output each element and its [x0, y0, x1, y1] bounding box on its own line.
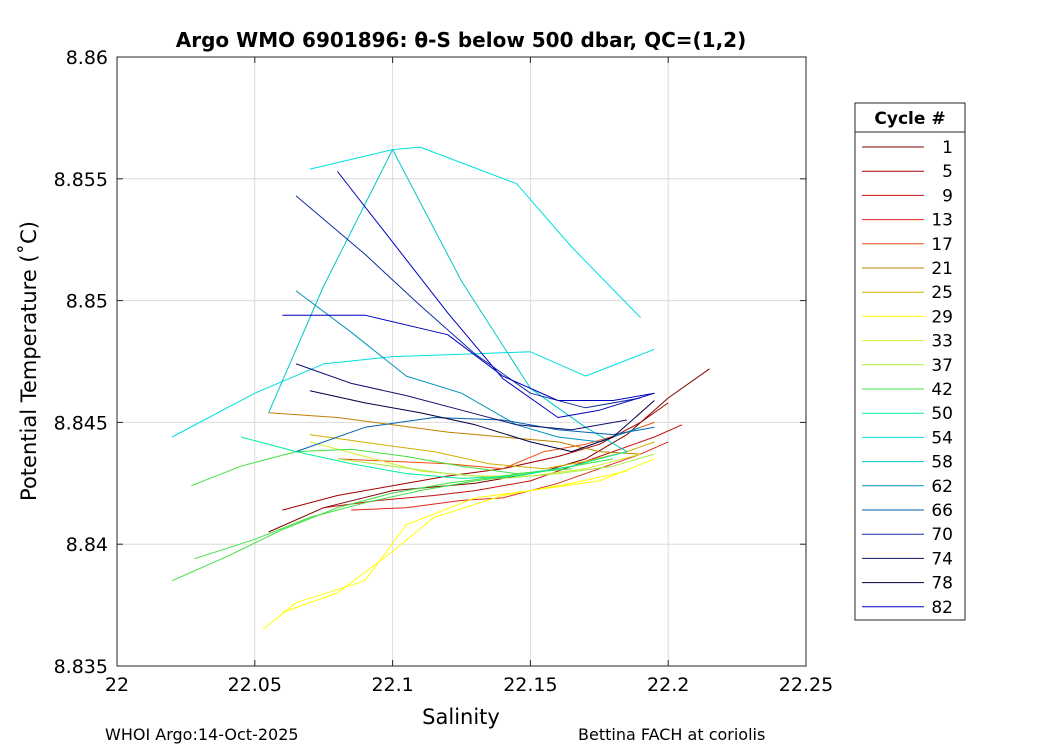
series-line	[295, 195, 641, 409]
x-tick-label: 22.05	[228, 674, 282, 696]
legend-entry-label: 25	[931, 283, 953, 303]
legend-entry-label: 1	[942, 138, 953, 158]
legend-entry-label: 42	[931, 380, 953, 400]
legend-entry-label: 50	[931, 404, 953, 424]
y-tick-label: 8.85	[66, 291, 108, 313]
x-tick-label: 22.1	[371, 674, 413, 696]
legend-entry-label: 21	[931, 259, 953, 279]
legend-title: Cycle #	[874, 109, 945, 129]
legend-entry-label: 17	[931, 235, 953, 255]
legend-entry-label: 66	[931, 501, 953, 521]
series-line	[323, 424, 683, 509]
series-line	[262, 458, 655, 630]
x-tick-label: 22	[105, 674, 129, 696]
series-line	[282, 314, 655, 401]
legend-entry-label: 37	[931, 356, 953, 376]
series-line	[295, 363, 627, 431]
tick-layer: 22 22.05 22.1 22.15 22.2 22.25 8.835 8.84 8.845 8…	[54, 47, 834, 696]
series-line	[309, 146, 641, 319]
legend: Cycle # 1 5 9 13 17 21 25 29 33 37 42 50 54 58 62 66 70 7…	[854, 102, 966, 621]
legend-entry-label: 29	[931, 307, 953, 327]
legend-entry-label: 9	[942, 186, 953, 206]
y-tick-label: 8.835	[54, 656, 108, 678]
footer-credit-right: Bettina FACH at coriolis	[578, 725, 766, 744]
legend-entry-label: 78	[931, 574, 953, 594]
x-axis-label: Salinity	[422, 705, 500, 729]
series-line	[295, 417, 655, 453]
plot-area	[117, 57, 806, 666]
legend-entry-label: 5	[942, 162, 953, 182]
legend-entry-label: 82	[931, 598, 953, 618]
footer-credit-left: WHOI Argo:14-Oct-2025	[105, 725, 299, 744]
legend-entry-label: 62	[931, 477, 953, 497]
series-line	[309, 390, 655, 453]
legend-entry-label: 13	[931, 211, 953, 231]
y-axis-label: Potential Temperature (˚C)	[17, 221, 41, 501]
legend-entry-label: 33	[931, 332, 953, 352]
y-tick-label: 8.845	[54, 412, 108, 434]
series-line	[295, 290, 641, 443]
legend-entry-label: 54	[931, 428, 953, 448]
x-tick-label: 22.2	[647, 674, 689, 696]
x-tick-label: 22.15	[503, 674, 557, 696]
legend-entry-label: 58	[931, 453, 953, 473]
series-layer	[171, 146, 710, 630]
series-line	[171, 348, 655, 438]
x-tick-label: 22.25	[779, 674, 833, 696]
y-tick-label: 8.84	[66, 534, 108, 556]
series-line	[337, 453, 655, 479]
y-tick-label: 8.86	[66, 47, 108, 69]
series-line	[240, 436, 628, 479]
legend-entry-label: 70	[931, 525, 953, 545]
series-line	[337, 171, 655, 418]
legend-entry-label: 74	[931, 549, 953, 569]
series-line	[191, 448, 572, 487]
y-tick-label: 8.855	[54, 169, 108, 191]
legend-entries: 1 5 9 13 17 21 25 29 33 37 42 50 54 58 62 66 70 74 78 82	[862, 138, 953, 618]
series-line	[282, 470, 628, 613]
chart-title: Argo WMO 6901896: θ-S below 500 dbar, QC…	[176, 28, 746, 52]
series-line	[268, 412, 641, 455]
plot-frame	[116, 56, 807, 667]
